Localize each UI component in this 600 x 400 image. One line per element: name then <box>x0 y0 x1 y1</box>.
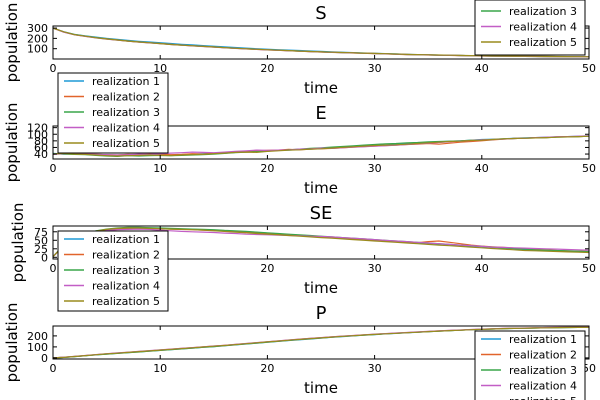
legend-box <box>474 0 586 56</box>
x-tick-label: 20 <box>260 262 274 275</box>
legend-entry: realization 4 <box>509 21 577 34</box>
legend-entry: realization 1 <box>509 333 577 346</box>
legend-entry: realization 5 <box>509 395 577 400</box>
x-tick-label: 40 <box>475 162 489 175</box>
legend-box <box>57 230 169 312</box>
plot-frame <box>52 25 590 60</box>
x-tick-label: 0 <box>50 162 57 175</box>
y-tick-label: 120 <box>27 122 48 135</box>
x-axis-label: time <box>304 79 338 97</box>
x-tick-label: 10 <box>153 362 167 375</box>
legend-entry: realization 3 <box>509 5 577 18</box>
y-tick-label: 0 <box>41 251 48 264</box>
x-tick-label: 10 <box>153 62 167 75</box>
panel-e: 0 10 20 30 40 50406080100120Etimepopulationre… <box>3 72 596 197</box>
legend-entry: realization 1 <box>92 233 160 246</box>
y-axis-label: population <box>3 3 21 83</box>
legend-entry: realization 2 <box>509 0 577 3</box>
x-tick-label: 50 <box>582 62 596 75</box>
legend-entry: realization 3 <box>92 264 160 277</box>
series-line-5 <box>53 227 589 258</box>
y-axis-label: population <box>9 203 27 283</box>
x-tick-label: 20 <box>260 362 274 375</box>
y-tick-label: 40 <box>34 148 48 161</box>
y-tick-label: 80 <box>34 135 48 148</box>
legend: realization 1 realization 2 realization 3 r… <box>57 230 169 312</box>
y-tick-label: 25 <box>34 243 48 256</box>
x-tick-label: 30 <box>368 62 382 75</box>
y-tick-label: 200 <box>27 330 48 343</box>
y-tick-label: 60 <box>34 141 48 154</box>
series-line-5 <box>53 326 589 359</box>
panel-se: 010203040500255075SEtimepopulationrealiz… <box>9 203 596 312</box>
x-tick-label: 0 <box>50 262 57 275</box>
y-tick-label: 100 <box>27 128 48 141</box>
series-line-5 <box>53 27 589 58</box>
plot-frame <box>52 325 590 360</box>
y-tick-label: 50 <box>34 234 48 247</box>
plot-frame <box>52 225 590 260</box>
legend-entry: realization 5 <box>509 36 577 49</box>
plot-frame <box>52 125 590 160</box>
y-tick-label: 0 <box>41 352 48 365</box>
chart-title: S <box>315 3 326 24</box>
x-tick-label: 0 <box>50 362 57 375</box>
x-tick-label: 20 <box>260 162 274 175</box>
y-axis-label: population <box>3 303 21 383</box>
x-tick-label: 20 <box>260 62 274 75</box>
x-axis-label: time <box>304 379 338 397</box>
legend-entry: realization 4 <box>509 380 577 393</box>
chart-title: SE <box>310 203 333 224</box>
legend-entry: realization 2 <box>92 91 160 104</box>
legend-entry: realization 4 <box>92 122 160 135</box>
legend-entry: realization 2 <box>509 349 577 362</box>
legend: realization 1 realization 2 realization 3 r… <box>57 72 169 154</box>
x-tick-label: 40 <box>475 262 489 275</box>
y-tick-label: 75 <box>34 226 48 239</box>
series-line-4 <box>53 228 589 258</box>
x-tick-label: 30 <box>368 362 382 375</box>
x-tick-label: 30 <box>368 262 382 275</box>
legend-entry: realization 2 <box>92 249 160 262</box>
series-line-5 <box>53 135 589 157</box>
legend-entry: realization 5 <box>92 295 160 308</box>
x-axis-label: time <box>304 179 338 197</box>
x-tick-label: 40 <box>475 62 489 75</box>
panel-p: 010203040500100200Ptimepopulationrealiza… <box>3 303 596 400</box>
legend-entry: realization 3 <box>509 364 577 377</box>
legend-entry: realization 1 <box>92 75 160 88</box>
legend: realization 1 realization 2 realization 3 r… <box>474 330 586 400</box>
legend-box <box>57 72 169 154</box>
x-tick-label: 50 <box>582 162 596 175</box>
chart-title: P <box>316 303 327 324</box>
x-axis-label: time <box>304 279 338 297</box>
x-tick-label: 10 <box>153 162 167 175</box>
y-tick-label: 300 <box>27 22 48 35</box>
x-tick-label: 50 <box>582 262 596 275</box>
x-tick-label: 30 <box>368 162 382 175</box>
x-tick-label: 0 <box>50 62 57 75</box>
y-axis-label: population <box>3 103 21 183</box>
y-tick-label: 100 <box>27 43 48 56</box>
chart-title: E <box>315 103 326 124</box>
y-tick-label: 200 <box>27 32 48 45</box>
legend-box <box>474 330 586 400</box>
legend-entry: realization 5 <box>92 137 160 150</box>
legend-entry: realization 3 <box>92 106 160 119</box>
y-tick-label: 100 <box>27 341 48 354</box>
legend-entry: realization 4 <box>92 280 160 293</box>
